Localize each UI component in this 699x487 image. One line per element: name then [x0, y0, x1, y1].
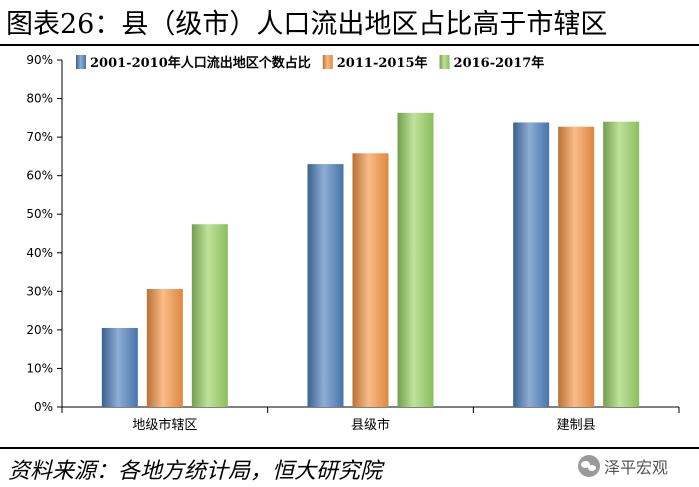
legend-swatch — [76, 55, 86, 69]
legend-label: 2001-2010年人口流出地区个数占比 — [90, 55, 311, 71]
bar — [307, 164, 344, 407]
bar — [397, 112, 434, 408]
bar — [191, 224, 228, 407]
bar — [101, 327, 138, 407]
watermark-text: 泽平宏观 — [604, 458, 669, 477]
x-tick-label: 建制县 — [557, 418, 596, 433]
bar — [558, 126, 595, 407]
bar — [603, 121, 640, 407]
title-divider — [0, 44, 699, 46]
legend-label: 2011-2015年 — [337, 55, 428, 71]
x-tick-label: 县级市 — [351, 417, 390, 433]
y-tick-label: 70% — [26, 130, 53, 144]
y-tick-label: 30% — [26, 284, 53, 298]
legend-swatch — [322, 55, 333, 69]
bar — [352, 153, 389, 407]
x-tick-label: 地级市辖区 — [132, 417, 197, 433]
legend-label: 2016-2017年 — [454, 55, 545, 71]
bar — [146, 289, 183, 407]
footer-divider — [0, 447, 699, 449]
page-title: 图表26：县（级市）人口流出地区占比高于市辖区 — [6, 9, 608, 40]
y-tick-label: 50% — [26, 207, 53, 221]
y-tick-label: 90% — [26, 53, 53, 67]
y-tick-label: 20% — [26, 323, 53, 337]
source-note: 资料来源：各地方统计局，恒大研究院 — [8, 459, 383, 484]
watermark: 泽平宏观 — [578, 452, 668, 480]
y-tick-label: 60% — [26, 169, 53, 183]
y-tick-label: 80% — [26, 92, 53, 106]
legend-swatch — [439, 55, 450, 69]
y-tick-label: 10% — [26, 361, 53, 375]
y-tick-label: 40% — [26, 246, 53, 260]
y-tick-label: 0% — [34, 400, 53, 414]
wechat-icon — [578, 455, 600, 477]
bar-chart: 0% 10% 20% 30% 40% 50% 60% 70% 80% 90% 地级市辖区 县级市 建制县… — [26, 53, 680, 433]
bar — [513, 122, 550, 408]
